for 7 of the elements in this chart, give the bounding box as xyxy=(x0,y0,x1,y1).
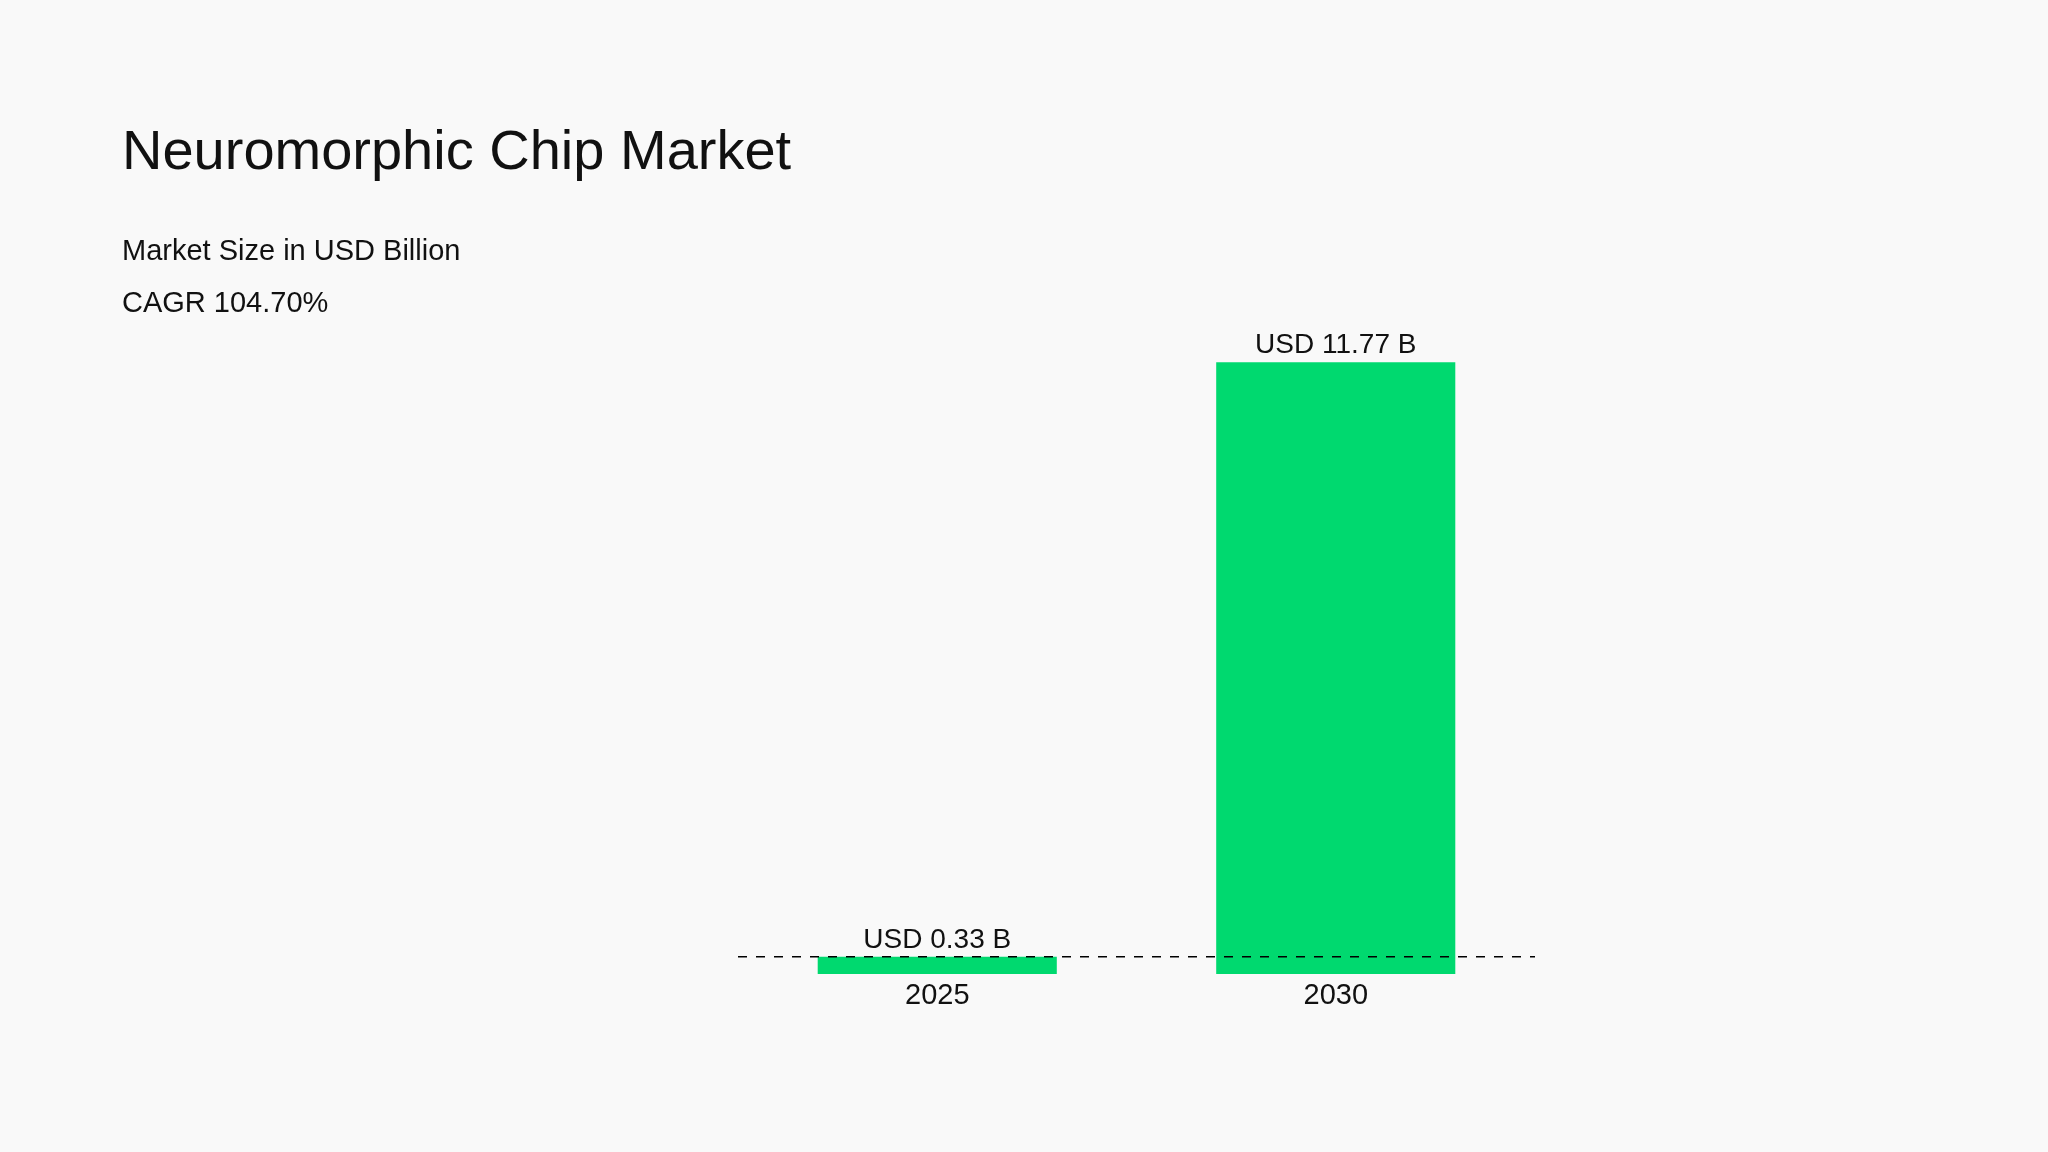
data-label: USD 11.77 B xyxy=(1255,328,1417,360)
x-tick-label: 2025 xyxy=(904,978,970,1010)
x-tick-label: 2030 xyxy=(1303,978,1369,1010)
text: CAGR 104.70% xyxy=(122,286,329,318)
text: Market Size in USD Billion xyxy=(122,234,461,266)
data-label: USD 0.33 B xyxy=(863,922,1012,954)
chart-title: Neuromorphic Chip Market xyxy=(122,118,792,181)
